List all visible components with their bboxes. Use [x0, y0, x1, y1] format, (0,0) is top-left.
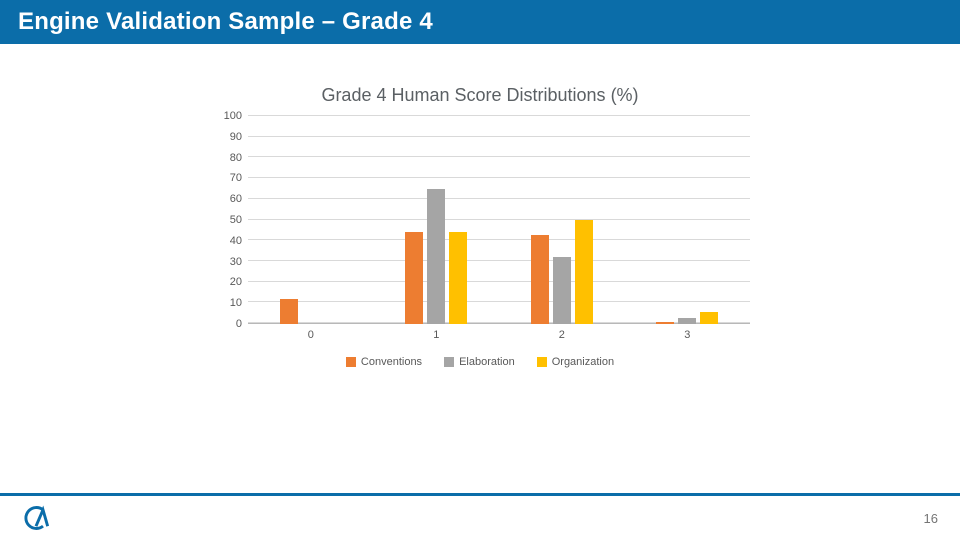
title-bar: Engine Validation Sample – Grade 4 — [0, 0, 960, 44]
y-tick-label: 10 — [200, 297, 242, 309]
y-tick-label: 80 — [200, 152, 242, 164]
bar — [575, 220, 593, 324]
y-tick-label: 100 — [200, 110, 242, 122]
x-tick-label: 3 — [684, 324, 690, 346]
chart-plot: 01020304050607080901000123 — [200, 116, 760, 346]
y-tick-label: 70 — [200, 172, 242, 184]
legend-label: Elaboration — [459, 356, 515, 368]
y-tick-label: 30 — [200, 256, 242, 268]
bar — [427, 189, 445, 324]
category-group — [499, 116, 625, 324]
legend-item: Conventions — [346, 356, 422, 368]
y-tick-label: 40 — [200, 235, 242, 247]
y-tick-label: 20 — [200, 276, 242, 288]
x-tick-label: 1 — [433, 324, 439, 346]
bar — [553, 257, 571, 324]
legend-item: Elaboration — [444, 356, 515, 368]
legend-swatch — [537, 357, 547, 367]
slide-title: Engine Validation Sample – Grade 4 — [18, 8, 433, 36]
bar — [531, 235, 549, 324]
bar — [280, 299, 298, 324]
category-group — [374, 116, 500, 324]
bars-layer — [248, 116, 750, 324]
category-group — [625, 116, 751, 324]
chart-title: Grade 4 Human Score Distributions (%) — [200, 85, 760, 106]
footer: 16 — [0, 496, 960, 540]
ca-logo-icon — [22, 504, 50, 532]
y-tick-label: 60 — [200, 193, 242, 205]
legend-item: Organization — [537, 356, 614, 368]
chart-legend: Conventions Elaboration Organization — [200, 356, 760, 368]
bar — [700, 312, 718, 324]
legend-label: Conventions — [361, 356, 422, 368]
slide: Engine Validation Sample – Grade 4 Grade… — [0, 0, 960, 540]
bar — [449, 232, 467, 324]
bar — [656, 322, 674, 324]
legend-label: Organization — [552, 356, 614, 368]
bar — [405, 232, 423, 324]
legend-swatch — [444, 357, 454, 367]
legend-swatch — [346, 357, 356, 367]
x-tick-label: 0 — [308, 324, 314, 346]
y-tick-label: 0 — [200, 318, 242, 330]
chart-container: Grade 4 Human Score Distributions (%) 0 1… — [200, 85, 760, 395]
y-tick-label: 90 — [200, 131, 242, 143]
category-group — [248, 116, 374, 324]
y-tick-label: 50 — [200, 214, 242, 226]
x-tick-label: 2 — [559, 324, 565, 346]
page-number: 16 — [924, 511, 938, 526]
